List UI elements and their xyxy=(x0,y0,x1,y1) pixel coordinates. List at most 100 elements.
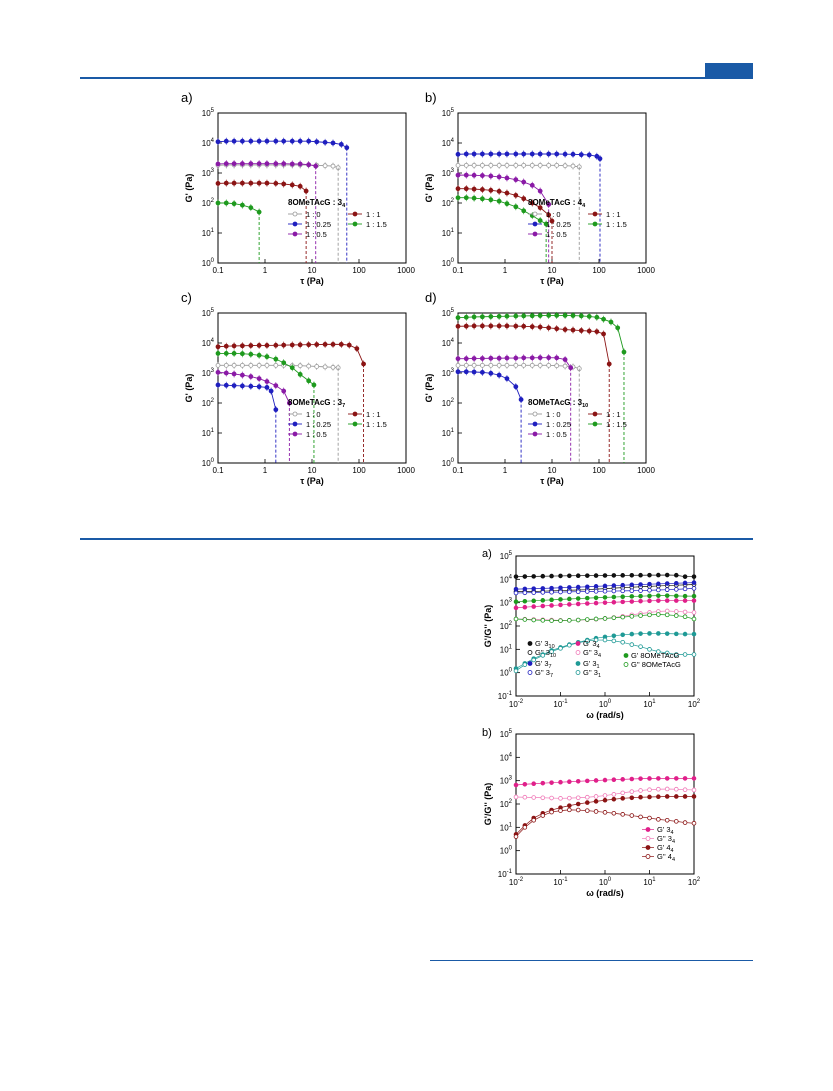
data-point xyxy=(488,370,494,376)
data-point xyxy=(570,151,576,157)
data-point xyxy=(593,600,599,606)
data-point xyxy=(239,343,245,349)
data-point xyxy=(567,803,572,808)
data-point xyxy=(463,323,469,329)
data-point xyxy=(647,794,652,800)
data-point xyxy=(691,580,697,585)
data-point xyxy=(223,161,229,167)
data-point xyxy=(611,594,617,600)
data-point xyxy=(554,355,560,361)
data-point xyxy=(479,196,485,202)
y-tick-label-exp: 5 xyxy=(451,108,455,114)
data-point xyxy=(656,572,661,578)
data-point xyxy=(522,662,528,667)
data-point xyxy=(593,799,599,804)
data-point xyxy=(682,652,688,657)
series-line-4 xyxy=(457,314,625,353)
data-point xyxy=(521,179,527,185)
data-point xyxy=(264,180,270,186)
data-point xyxy=(682,794,688,799)
x-axis-label: τ (Pa) xyxy=(300,276,324,286)
data-point xyxy=(513,192,519,198)
data-point xyxy=(330,140,336,146)
y-tick-label: 102 xyxy=(500,621,513,631)
data-point xyxy=(575,778,581,784)
data-point xyxy=(546,362,552,368)
y-tick-label: 100 xyxy=(442,458,455,468)
x-tick-label: 1 xyxy=(263,466,268,475)
data-point xyxy=(455,356,461,362)
data-point xyxy=(537,313,543,318)
series-line-0 xyxy=(217,164,339,169)
data-point xyxy=(629,642,635,647)
y-tick-label: 105 xyxy=(500,551,513,561)
legend-entry-sub: 7 xyxy=(549,664,552,670)
data-point xyxy=(513,668,519,674)
y-tick-label-base: 10 xyxy=(500,777,509,786)
y-tick-label-base: 10 xyxy=(442,229,451,238)
legend-entry-base: G'' 3 xyxy=(583,668,598,677)
legend-entry-base: G' 3 xyxy=(583,639,597,648)
data-point xyxy=(488,362,494,368)
page-badge xyxy=(705,63,753,77)
data-point xyxy=(463,369,469,375)
y-tick-label-base: 10 xyxy=(202,139,211,148)
data-point xyxy=(281,181,287,187)
legend-entry: G'' 44 xyxy=(657,852,675,863)
y-tick-label-exp: 1 xyxy=(509,644,513,650)
y-tick-label-base: 10 xyxy=(442,139,451,148)
data-point xyxy=(529,324,535,330)
data-point xyxy=(297,138,303,144)
data-point xyxy=(504,162,510,168)
data-point xyxy=(629,582,635,588)
data-point xyxy=(664,612,670,618)
data-point xyxy=(578,152,584,158)
data-point xyxy=(479,362,485,368)
data-point xyxy=(562,363,568,369)
x-tick-label: 101 xyxy=(643,699,656,709)
y-tick-label-exp: 0 xyxy=(509,846,513,852)
data-point xyxy=(529,313,535,319)
y-tick-label-base: 10 xyxy=(500,669,509,678)
y-tick-label-base: 10 xyxy=(442,339,451,348)
sample-annotation-sub: 7 xyxy=(342,403,345,409)
data-point xyxy=(471,186,477,192)
data-point xyxy=(264,385,270,390)
legend-marker xyxy=(532,221,538,227)
legend-entry: 1 : 1 xyxy=(606,410,621,419)
y-tick-label-base: 10 xyxy=(500,622,509,631)
data-point xyxy=(620,588,626,594)
data-point xyxy=(297,371,303,377)
data-point xyxy=(463,195,469,201)
y-tick-label: 101 xyxy=(500,822,513,832)
data-point xyxy=(549,795,554,801)
data-point xyxy=(455,369,461,375)
x-tick-label-base: 10 xyxy=(509,700,518,709)
data-point xyxy=(638,572,643,578)
legend-entry: G'' 31 xyxy=(583,668,601,679)
data-point xyxy=(496,188,502,194)
legend-marker xyxy=(532,431,538,437)
y-tick-label: 105 xyxy=(500,729,513,739)
data-point xyxy=(611,638,617,644)
y-tick-label: 103 xyxy=(202,368,215,378)
legend-entry: 1 : 1 xyxy=(366,210,381,219)
data-point xyxy=(529,162,535,168)
legend-entry: G'' 37 xyxy=(535,668,553,679)
x-tick-label: 100 xyxy=(352,266,366,275)
data-point xyxy=(629,572,635,578)
data-point xyxy=(215,362,221,368)
data-point xyxy=(615,325,621,331)
data-point xyxy=(471,323,477,329)
data-point xyxy=(567,618,572,623)
data-point xyxy=(215,161,221,167)
data-point xyxy=(593,637,599,643)
y-tick-label-exp: 4 xyxy=(509,752,513,758)
data-point xyxy=(215,181,221,186)
data-point xyxy=(691,593,697,599)
data-point xyxy=(602,797,608,803)
sample-annotation-sub: 4 xyxy=(342,203,346,209)
data-point xyxy=(540,653,546,658)
x-tick-label-exp: 0 xyxy=(608,699,612,705)
